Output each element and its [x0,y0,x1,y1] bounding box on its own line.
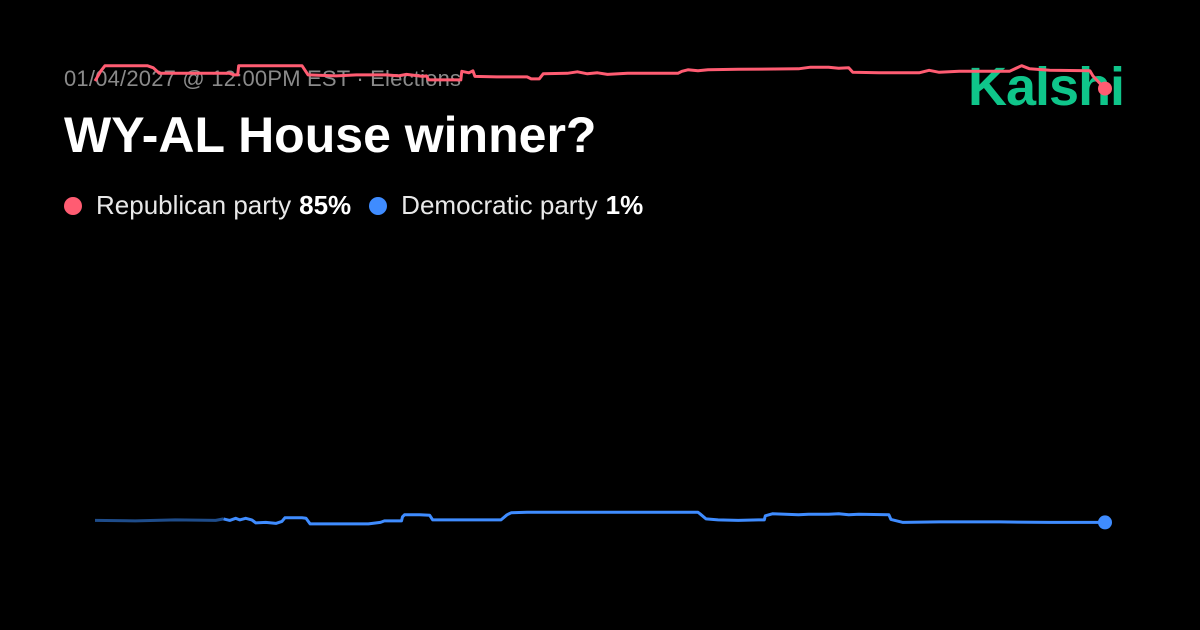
legend-label-democratic: Democratic party [401,190,598,220]
democratic-dot-icon [369,196,388,215]
series-line-democratic-faded [94,517,224,523]
series-endpoint-republican [1098,81,1112,96]
legend-item-republican: Republican party 85% [64,190,351,221]
series-endpoint-democratic [1098,515,1112,530]
market-subtitle: 01/04/2027 @ 12:00PM EST · Elections [64,66,462,91]
chart-legend: Republican party 85% Democratic party 1% [64,190,661,221]
series-line-democratic [223,510,1105,526]
legend-item-democratic: Democratic party 1% [369,190,643,221]
series-line-republican [93,64,1107,90]
market-title: WY-AL House winner? [64,107,597,163]
legend-value-republican: 85% [299,190,352,220]
legend-value-democratic: 1% [605,190,644,220]
republican-dot-icon [64,196,82,215]
legend-label-republican: Republican party [96,190,292,220]
